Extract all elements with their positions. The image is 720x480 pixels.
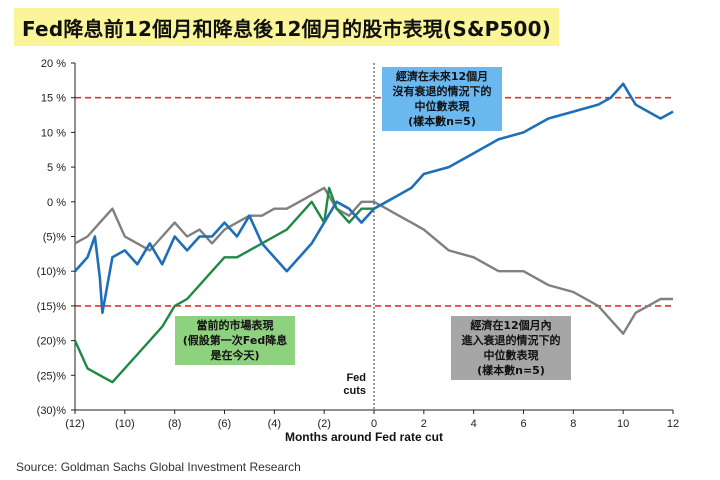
x-tick-label: (2) — [317, 418, 330, 430]
green-annotation-text: 是在今天) — [209, 348, 259, 362]
x-tick-label: 2 — [421, 418, 427, 430]
series-lines — [73, 82, 674, 384]
y-tick-label: 10 % — [41, 127, 66, 139]
x-tick-label: (4) — [268, 418, 281, 430]
x-tick-label: 6 — [520, 418, 526, 430]
green-series-line — [73, 186, 374, 384]
gray-annotation-text: (樣本數n=5) — [477, 363, 545, 377]
blue-annotation-text: 中位數表現 — [415, 99, 470, 113]
blue-annotation-box — [382, 67, 502, 131]
gray-annotation-text: 經濟在12個月內 — [470, 318, 551, 332]
y-tick-label: (10)% — [37, 266, 67, 278]
blue-series-line — [74, 82, 674, 315]
x-tick-label: 12 — [667, 418, 679, 430]
y-tick-label: 0 % — [47, 197, 66, 209]
gray-annotation-text: 進入衰退的情況下的 — [462, 333, 561, 347]
annotations: Fedcuts經濟在未來12個月沒有衰退的情況下的中位數表現(樣本數n=5)當前… — [175, 67, 571, 397]
x-tick-label: (8) — [168, 418, 181, 430]
gray-annotation-box — [451, 316, 571, 380]
blue-annotation-text: 經濟在未來12個月 — [396, 69, 488, 83]
y-tick-label: 15 % — [41, 93, 66, 105]
chart-title: Fed降息前12個月和降息後12個月的股市表現(S&P500) — [22, 16, 552, 41]
x-tick-label: (10) — [115, 418, 135, 430]
gray-series-line — [74, 186, 673, 335]
reference-lines — [75, 63, 673, 410]
y-tick-label: 20 % — [41, 58, 66, 70]
axes: (30)% (25)% (20)% (15)% (10)% (5)% 0 % 5 % 10 % 1… — [37, 58, 679, 444]
fed-cuts-label: cuts — [343, 385, 366, 397]
y-tick-label: (25)% — [37, 370, 67, 382]
x-axis-title: Months around Fed rate cut — [285, 430, 443, 444]
y-tick-label: (30)% — [37, 405, 67, 417]
title-banner: Fed降息前12個月和降息後12個月的股市表現(S&P500) — [14, 8, 560, 46]
blue-annotation-text: 沒有衰退的情況下的 — [393, 84, 492, 98]
green-annotation-box — [175, 316, 295, 365]
green-annotation-text: 當前的市場表現 — [197, 318, 274, 332]
x-tick-label: 8 — [570, 418, 576, 430]
fed-cuts-label: Fed — [346, 372, 366, 384]
y-tick-label: (5)% — [43, 232, 66, 244]
source-note: Source: Goldman Sachs Global Investment … — [16, 460, 301, 474]
y-tick-label: (20)% — [37, 336, 67, 348]
green-annotation-text: (假設第一次Fed降息 — [183, 333, 287, 347]
y-tick-label: (15)% — [37, 301, 67, 313]
x-tick-label: 0 — [371, 418, 377, 430]
blue-annotation-text: (樣本數n=5) — [408, 114, 476, 128]
x-tick-label: (6) — [218, 418, 231, 430]
x-tick-label: 10 — [617, 418, 629, 430]
x-tick-label: 4 — [471, 418, 477, 430]
gray-annotation-text: 中位數表現 — [484, 348, 539, 362]
x-tick-label: (12) — [65, 418, 85, 430]
y-tick-label: 5 % — [47, 162, 66, 174]
